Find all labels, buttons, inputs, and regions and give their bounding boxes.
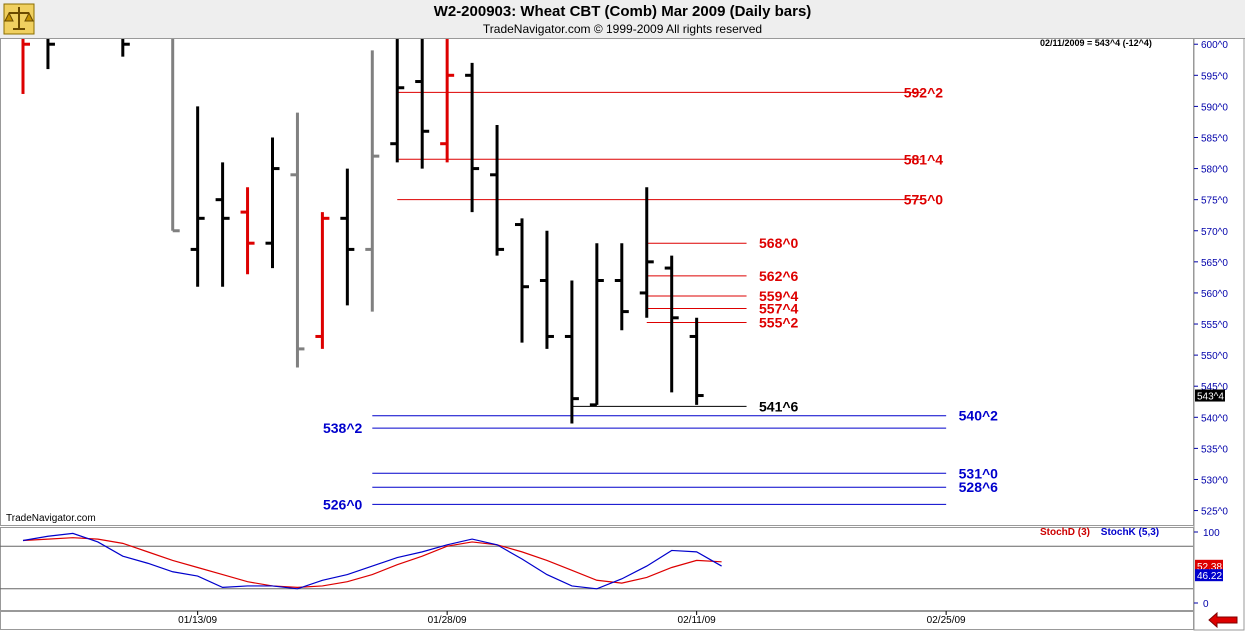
price-tick-label: 535^0 [1201, 444, 1228, 455]
stoch-k-value: 46.22 [1197, 571, 1222, 582]
price-tick-label: 600^0 [1201, 40, 1228, 51]
level-label-575-0: 575^0 [904, 192, 944, 208]
price-tick-label: 575^0 [1201, 196, 1228, 207]
date-tick-label: 02/25/09 [927, 615, 966, 626]
price-tick-label: 595^0 [1201, 71, 1228, 82]
watermark-text: TradeNavigator.com [6, 513, 96, 524]
oscillator-pane-frame [0, 527, 1194, 611]
price-tick-label: 560^0 [1201, 289, 1228, 300]
oscillator-tick-label: 100 [1203, 528, 1220, 539]
chart-title: W2-200903: Wheat CBT (Comb) Mar 2009 (Da… [433, 3, 812, 20]
price-tick-label: 545^0 [1201, 382, 1228, 393]
price-tick-label: 585^0 [1201, 133, 1228, 144]
price-tick-label: 570^0 [1201, 227, 1228, 238]
date-tick-label: 01/13/09 [178, 615, 217, 626]
date-tick-label: 01/28/09 [428, 615, 467, 626]
chart-header: W2-200903: Wheat CBT (Comb) Mar 2009 (Da… [0, 0, 1245, 39]
stochastic-legend: StochD (3) StochK (5,3) [1040, 527, 1159, 538]
trade-navigator-scale-icon[interactable] [3, 3, 35, 35]
price-tick-label: 555^0 [1201, 320, 1228, 331]
price-axis-frame [1193, 37, 1245, 631]
level-label-528-6: 528^6 [959, 479, 999, 495]
stoch-k-line [22, 532, 722, 590]
level-label-541-6: 541^6 [759, 398, 799, 414]
price-tick-label: 540^0 [1201, 413, 1228, 424]
level-label-559-4: 559^4 [759, 288, 799, 304]
stoch-d-value: 52.38 [1197, 562, 1222, 573]
stoch-k-value-tag [1195, 569, 1223, 582]
price-tick-label: 525^0 [1201, 507, 1228, 518]
level-label-568-0: 568^0 [759, 235, 799, 251]
left-arrow-icon[interactable] [1207, 612, 1239, 628]
current-price-marker [1195, 389, 1225, 402]
price-tick-label: 550^0 [1201, 351, 1228, 362]
last-quote-readout: 02/11/2009 = 543^4 (-12^4) [1040, 38, 1152, 48]
stoch-d-value-tag [1195, 559, 1223, 572]
stoch-d-legend: StochD (3) [1040, 527, 1090, 538]
oscillator-tick-label: 0 [1203, 599, 1209, 610]
level-label-540-2: 540^2 [959, 408, 999, 424]
price-tick-label: 565^0 [1201, 258, 1228, 269]
level-label-557-4: 557^4 [759, 300, 799, 316]
level-label-538-2: 538^2 [323, 420, 363, 436]
level-label-555-2: 555^2 [759, 314, 799, 330]
level-label-581-4: 581^4 [904, 151, 944, 167]
stoch-d-line [22, 537, 722, 588]
level-label-526-0: 526^0 [323, 496, 363, 512]
price-tick-label: 530^0 [1201, 475, 1228, 486]
price-tick-label: 590^0 [1201, 102, 1228, 113]
level-label-531-0: 531^0 [959, 465, 999, 481]
current-price-label: 543^4 [1197, 392, 1224, 403]
date-tick-label: 02/11/09 [678, 615, 717, 626]
level-label-592-2: 592^2 [904, 84, 944, 100]
price-tick-label: 580^0 [1201, 165, 1228, 176]
level-label-562-6: 562^6 [759, 268, 799, 284]
stoch-k-legend: StochK (5,3) [1100, 527, 1160, 538]
chart-subtitle: TradeNavigator.com © 1999-2009 All right… [482, 22, 763, 36]
